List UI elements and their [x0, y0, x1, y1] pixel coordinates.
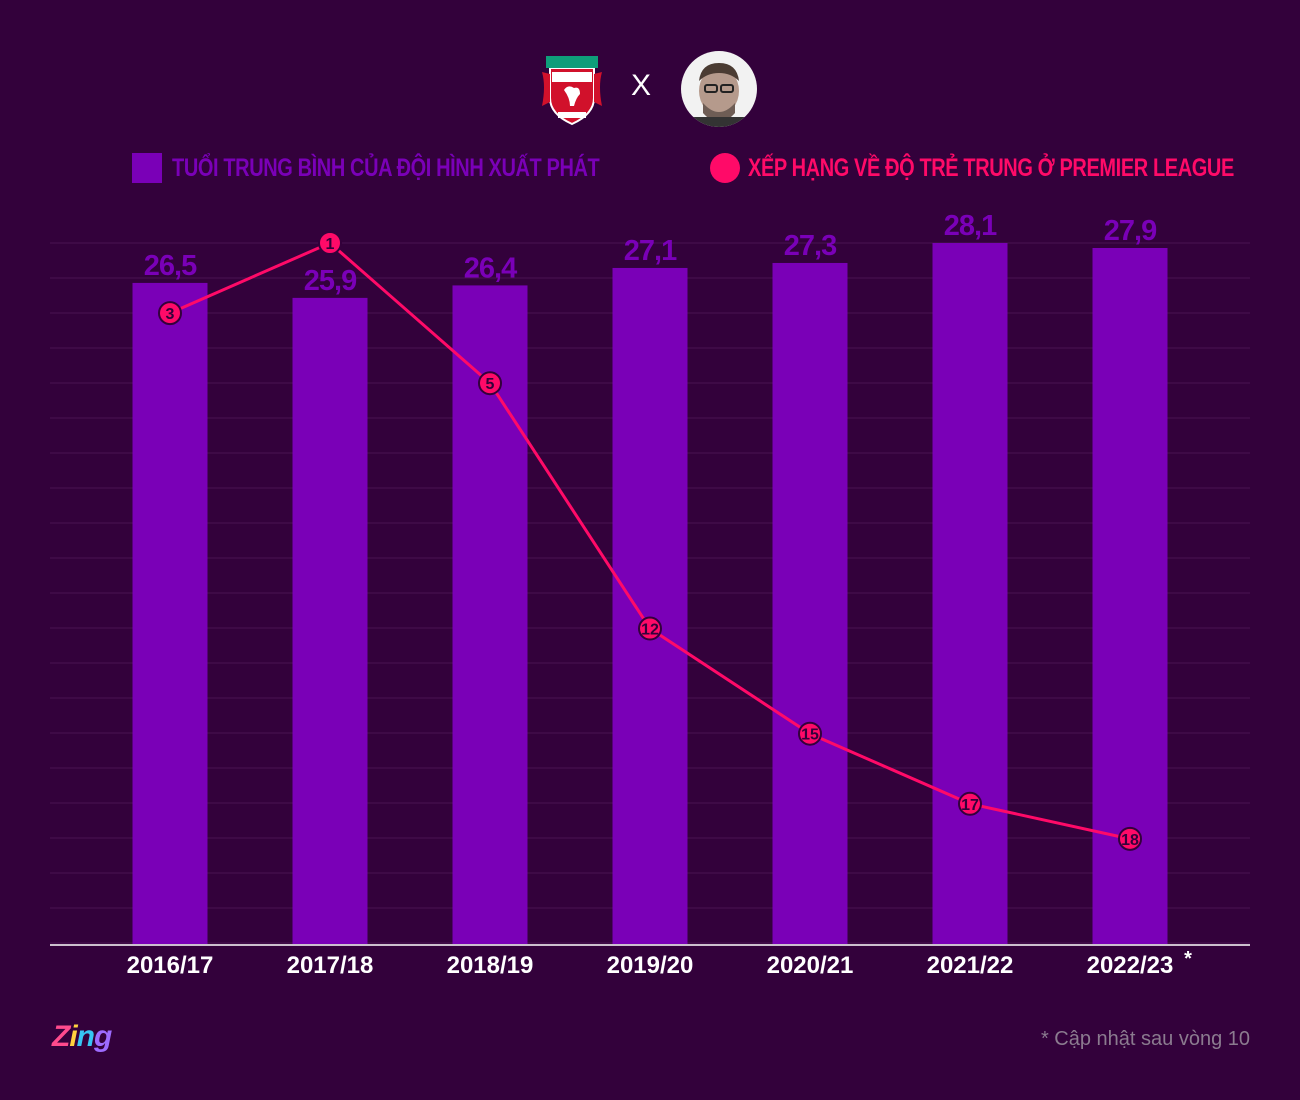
bar — [772, 262, 848, 945]
rank-point-label: 17 — [961, 797, 979, 814]
rank-point-label: 15 — [801, 727, 819, 744]
rank-point — [638, 616, 662, 641]
line-swatch — [710, 153, 740, 183]
header: X — [0, 0, 1300, 130]
x-tick-label: 2020/21 — [767, 952, 854, 979]
x-tick-label: 2022/23 — [1087, 952, 1174, 979]
legend-line-label: XẾP HẠNG VỀ ĐỘ TRẺ TRUNG Ở PREMIER LEAGU… — [748, 153, 1234, 182]
rank-point-label: 12 — [641, 622, 659, 639]
rank-point-label: 1 — [326, 236, 335, 253]
logo-part-3: n — [76, 1020, 95, 1053]
chart: 26,5 25,9 26,427,1 27,328,1 27,9315121517182… — [50, 210, 1250, 979]
bar-value-label: 27,1 — [624, 235, 677, 267]
x-tick-label: 2017/18 — [287, 952, 374, 979]
versus-mark: X — [630, 69, 651, 102]
bar-swatch — [132, 153, 162, 183]
footnote: * Cập nhật sau vòng 10 — [1040, 1028, 1250, 1050]
bar-value-label: 27,9 — [1104, 215, 1157, 247]
legend-bar-series: TUỔI TRUNG BÌNH CỦA ĐỘI HÌNH XUẤT PHÁT — [132, 148, 706, 188]
rank-point — [798, 721, 822, 746]
rank-point-label: 18 — [1121, 832, 1139, 849]
liverpool-crest-icon — [542, 56, 602, 126]
bar — [292, 297, 368, 944]
x-tick-label: 2016/17 — [127, 952, 214, 979]
x-tick-label: 2021/22 — [927, 952, 1014, 979]
logo-part-4: g — [94, 1020, 112, 1053]
bar — [132, 282, 208, 945]
bar-value-label: 28,1 — [944, 210, 997, 242]
rank-point — [318, 231, 342, 255]
bar-value-label: 26,4 — [464, 252, 517, 284]
logo-part-2: i — [69, 1020, 77, 1053]
zing-logo: Zing — [52, 1020, 112, 1054]
manager-portrait-avatar — [681, 51, 757, 127]
bar-value-label: 26,5 — [144, 250, 197, 282]
bar — [612, 267, 688, 944]
legend-line-series: XẾP HẠNG VỀ ĐỘ TRẺ TRUNG Ở PREMIER LEAGU… — [710, 148, 1300, 188]
legend-bar-label: TUỔI TRUNG BÌNH CỦA ĐỘI HÌNH XUẤT PHÁT — [172, 153, 600, 182]
logo-part-1: Z — [52, 1020, 70, 1053]
bar-value-label: 27,3 — [784, 230, 837, 262]
rank-point-label: 5 — [486, 376, 495, 393]
rank-point — [958, 791, 982, 816]
x-tick-label: 2018/19 — [447, 952, 534, 979]
x-tick-label: 2019/20 — [607, 952, 694, 979]
rank-point — [158, 301, 182, 326]
rank-point — [1118, 826, 1142, 851]
bar-value-label: 25,9 — [304, 265, 357, 297]
rank-point-label: 3 — [166, 306, 175, 323]
bar — [932, 243, 1008, 944]
rank-point — [478, 371, 502, 396]
x-tick-footnote-mark: * — [1184, 948, 1192, 970]
